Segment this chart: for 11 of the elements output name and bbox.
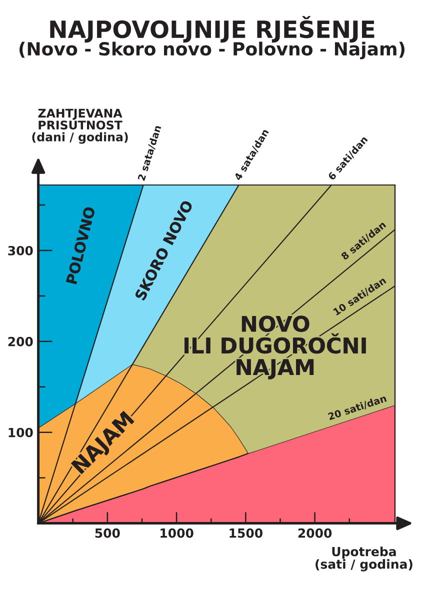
- y-tick-label: 300: [8, 246, 33, 256]
- x-tick-label: 2000: [298, 528, 332, 538]
- x-axis-title: Upotreba (sati / godina): [316, 546, 412, 572]
- y-tick-label: 200: [8, 336, 33, 346]
- x-tick-label: 1000: [160, 528, 194, 538]
- x-tick-label: 1500: [230, 528, 262, 538]
- y-axis-title: ZAHTJEVANA PRISUTNOST (dani / godina): [32, 108, 128, 144]
- chart-subtitle: (Novo - Skoro novo - Polovno - Najam): [20, 42, 404, 60]
- x-tick-label: 500: [95, 528, 120, 538]
- chart-title: NAJPOVOLJNIJE RJEŠENJE: [50, 16, 374, 43]
- y-tick-label: 100: [8, 428, 33, 438]
